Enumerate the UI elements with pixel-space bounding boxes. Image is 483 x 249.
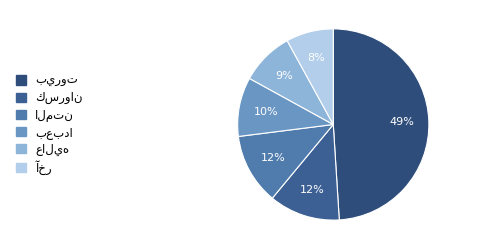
Wedge shape	[238, 78, 333, 136]
Wedge shape	[239, 124, 333, 198]
Wedge shape	[333, 29, 429, 220]
Wedge shape	[287, 29, 333, 124]
Text: 9%: 9%	[276, 71, 294, 81]
Text: 8%: 8%	[307, 53, 325, 63]
Text: 49%: 49%	[390, 117, 414, 127]
Text: 10%: 10%	[253, 107, 278, 117]
Wedge shape	[272, 124, 339, 220]
Wedge shape	[250, 41, 333, 124]
Legend: بيروت, كسروان, المتن, بعبدا, عاليه, آخر: بيروت, كسروان, المتن, بعبدا, عاليه, آخر	[16, 74, 83, 175]
Text: 12%: 12%	[260, 153, 285, 163]
Text: 12%: 12%	[299, 185, 325, 195]
